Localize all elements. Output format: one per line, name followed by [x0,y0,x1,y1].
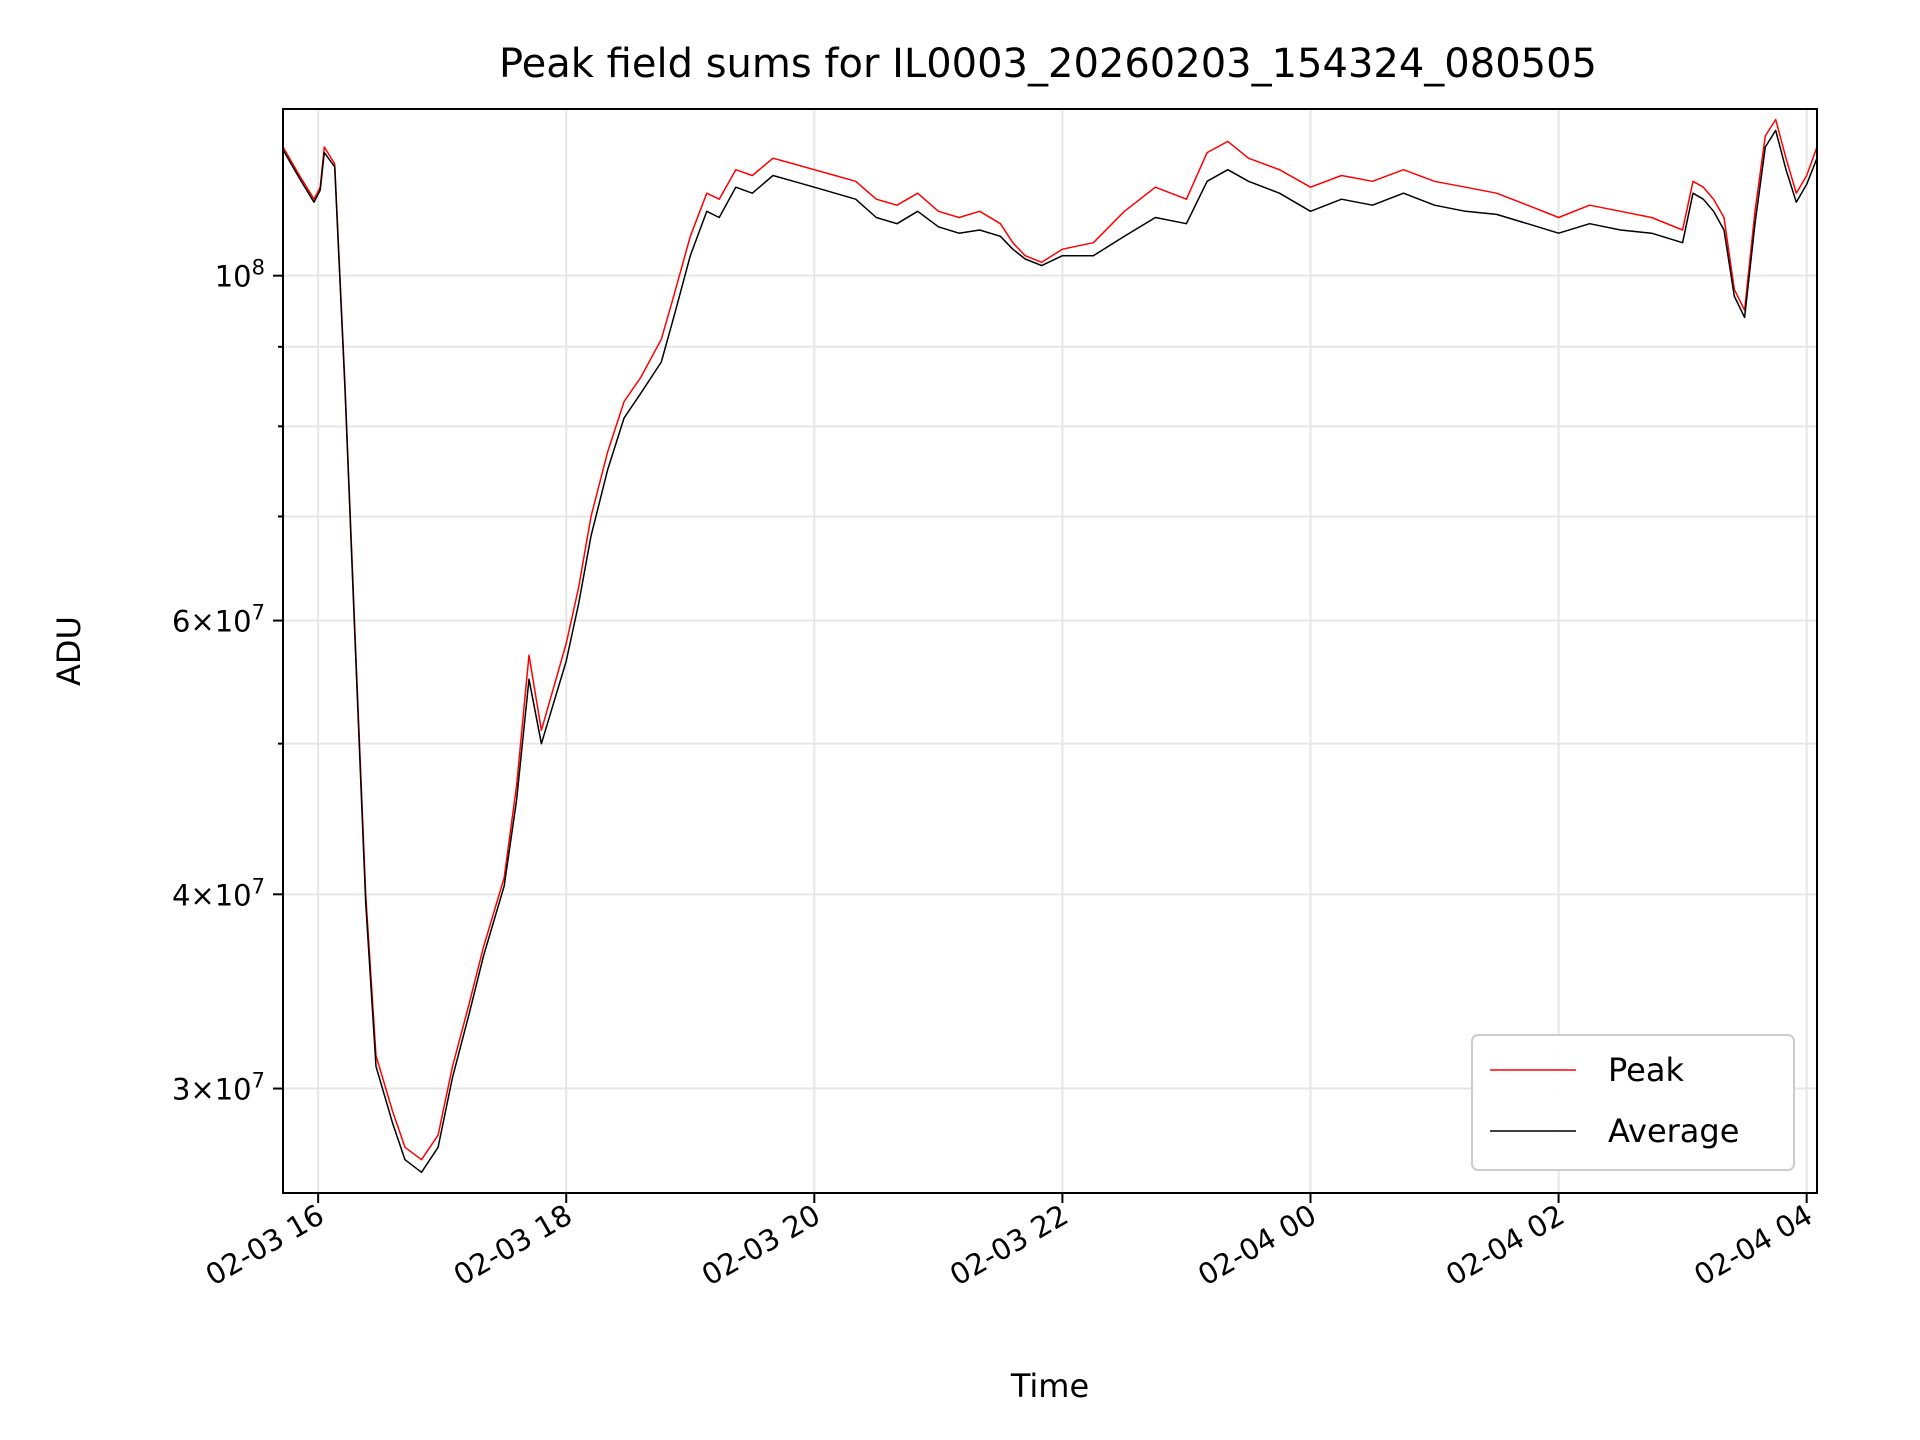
y-tick-exponent: 7 [252,1069,265,1093]
y-tick-exponent: 7 [252,874,265,898]
y-tick-exponent: 7 [252,601,265,625]
y-tick-exponent: 8 [252,256,265,280]
y-tick-label: 3×107 [172,1069,265,1107]
y-tick-mantissa: 3 [172,1073,190,1107]
legend: Peak Average [1471,1034,1795,1171]
series-line-peak [282,118,1818,1161]
legend-label-peak: Peak [1608,1051,1684,1089]
plot-area [282,108,1818,1194]
plot-frame [282,108,1818,1194]
y-tick-label: 4×107 [172,874,265,912]
y-tick-mantissa: 4 [172,878,190,912]
y-tick-label: 6×107 [172,601,265,639]
series-layer [282,118,1818,1174]
plot-background [283,109,1817,1193]
legend-label-average: Average [1608,1112,1739,1150]
x-axis-label: Time [1010,1367,1089,1405]
y-axis-label: ADU [50,616,88,686]
series-line-average [282,129,1818,1174]
chart-title: Peak field sums for IL0003_20260203_1543… [499,41,1597,87]
legend-box [1471,1034,1795,1171]
y-tick-mantissa: 6 [172,605,190,639]
grid [283,109,1817,1193]
